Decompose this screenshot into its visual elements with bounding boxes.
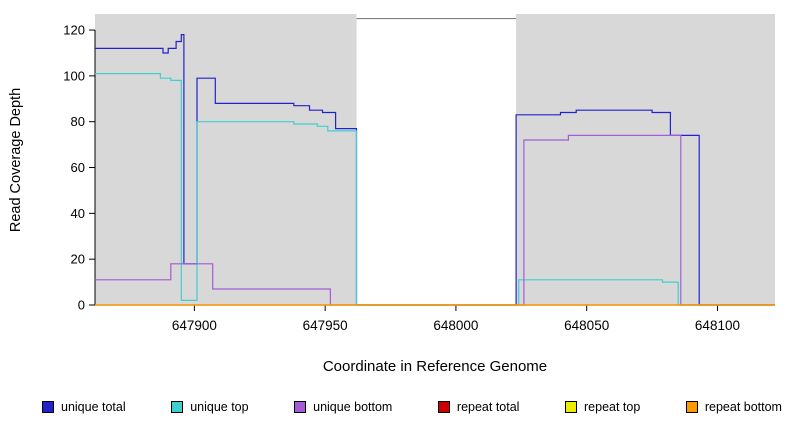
x-tick-label: 648100 [695, 318, 740, 333]
legend-swatch [171, 401, 184, 413]
x-tick-label: 648050 [564, 318, 609, 333]
legend-swatch [437, 401, 450, 413]
shaded-region [516, 14, 775, 305]
legend-swatch [565, 401, 577, 413]
chart-svg: 0 20 40 60 80 100 120 647900 647950 648000 648050 6… [63, 14, 775, 333]
legend-label: unique total [61, 400, 126, 414]
y-tick-label: 40 [71, 206, 85, 221]
legend-item-unique-top: unique top [171, 400, 249, 414]
series-unique-top [95, 73, 775, 306]
legend-item-unique-total: unique total [42, 400, 126, 414]
legend-label: repeat total [456, 400, 520, 414]
y-tick-label: 20 [71, 252, 85, 267]
legend-label: repeat top [584, 400, 641, 414]
legend-swatch [42, 401, 54, 413]
legend: unique total unique top unique bottom repea… [42, 400, 782, 414]
y-tick-label: 120 [63, 23, 85, 38]
x-axis-title: Coordinate in Reference Genome [322, 358, 548, 375]
legend-item-repeat-top: repeat top [565, 400, 640, 414]
series-unique-total [95, 34, 775, 306]
legend-label: unique bottom [313, 400, 393, 414]
y-tick-label: 60 [71, 160, 85, 175]
legend-label: unique top [190, 400, 249, 414]
legend-item-repeat-total: repeat total [437, 400, 520, 414]
x-tick-label: 647900 [172, 318, 217, 333]
x-tick-label: 648000 [433, 318, 478, 333]
legend-item-repeat-bottom: repeat bottom [685, 400, 782, 414]
y-tick-label: 100 [63, 68, 85, 83]
legend-item-unique-bottom: unique bottom [294, 400, 392, 414]
legend-swatch [294, 401, 307, 413]
x-tick-label: 647950 [303, 318, 348, 333]
legend-swatch [685, 401, 698, 413]
y-tick-label: 80 [71, 114, 85, 129]
y-axis-title: Read Coverage Depth [8, 87, 24, 233]
y-tick-label: 0 [78, 298, 85, 313]
legend-label: repeat bottom [704, 400, 782, 414]
shaded-region [95, 14, 357, 305]
